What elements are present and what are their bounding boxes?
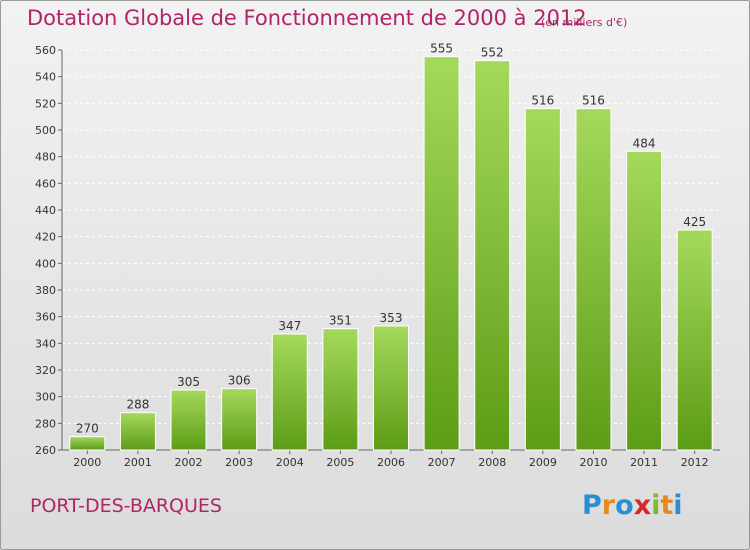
x-tick-label: 2008	[478, 456, 506, 469]
bar-value-label: 555	[430, 42, 453, 56]
bar-value-label: 288	[126, 398, 149, 412]
y-tick-label: 260	[35, 444, 56, 457]
bar-2006	[373, 325, 409, 451]
y-tick-label: 340	[35, 337, 56, 350]
bar-2009	[524, 108, 561, 451]
y-tick-label: 360	[35, 311, 56, 324]
bar-2003	[221, 388, 258, 451]
y-tick-label: 520	[35, 97, 56, 110]
x-tick-label: 2011	[630, 456, 658, 469]
chart-title: Dotation Globale de Fonctionnement de 20…	[27, 6, 587, 30]
y-tick-label: 440	[35, 204, 56, 217]
bar-2010	[575, 108, 612, 451]
x-tick-label: 2009	[529, 456, 557, 469]
bar-value-label: 306	[228, 374, 251, 388]
bar-value-label: 347	[278, 319, 301, 333]
x-tick-label: 2006	[377, 456, 405, 469]
bar-value-label: 305	[177, 375, 200, 389]
bar-value-label: 484	[633, 136, 656, 150]
bar-2002	[170, 389, 207, 451]
y-tick-label: 400	[35, 257, 56, 270]
bar-2005	[322, 328, 359, 451]
x-tick-label: 2000	[73, 456, 101, 469]
bar-value-label: 270	[76, 422, 99, 436]
bar-value-label: 516	[531, 94, 554, 108]
bar-value-label: 552	[481, 46, 504, 60]
bar-2004	[271, 333, 308, 451]
bar-2000	[69, 436, 106, 451]
bar-value-label: 516	[582, 94, 605, 108]
x-tick-label: 2001	[124, 456, 152, 469]
y-tick-label: 280	[35, 417, 56, 430]
bar-2007	[423, 56, 460, 451]
y-tick-label: 540	[35, 71, 56, 84]
y-tick-label: 500	[35, 124, 56, 137]
y-tick-label: 320	[35, 364, 56, 377]
proxiti-logo: Proxiti	[582, 490, 683, 521]
bar-2008	[474, 60, 511, 451]
bar-2012	[676, 229, 713, 451]
y-tick-label: 420	[35, 231, 56, 244]
bar-2001	[119, 412, 156, 451]
x-tick-label: 2007	[428, 456, 456, 469]
x-tick-label: 2004	[276, 456, 304, 469]
x-tick-label: 2002	[175, 456, 203, 469]
x-tick-label: 2003	[225, 456, 253, 469]
y-tick-label: 380	[35, 284, 56, 297]
y-tick-label: 300	[35, 391, 56, 404]
x-tick-label: 2010	[579, 456, 607, 469]
x-tick-label: 2012	[681, 456, 709, 469]
y-tick-label: 480	[35, 151, 56, 164]
y-tick-label: 560	[35, 44, 56, 57]
bar-value-label: 353	[380, 311, 403, 325]
bar-2011	[626, 150, 663, 451]
bar-value-label: 425	[683, 215, 706, 229]
x-tick-label: 2005	[326, 456, 354, 469]
y-tick-label: 460	[35, 177, 56, 190]
bar-value-label: 351	[329, 314, 352, 328]
chart-subtitle: (en milliers d'€)	[541, 16, 628, 29]
commune-name: PORT-DES-BARQUES	[30, 495, 222, 517]
